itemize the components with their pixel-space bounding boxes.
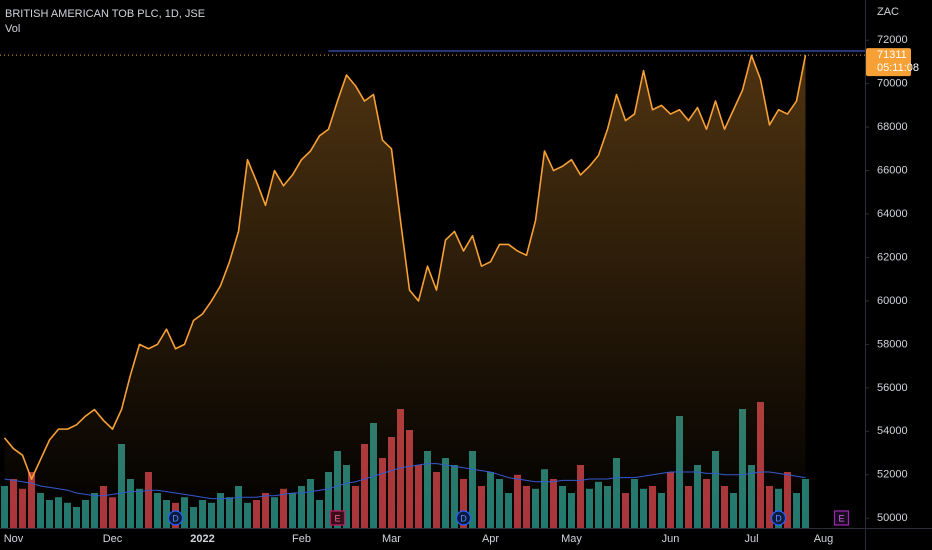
volume-label: Vol bbox=[5, 23, 20, 35]
x-tick-label: Feb bbox=[292, 533, 311, 545]
y-tick-label: 66000 bbox=[877, 164, 908, 176]
x-tick-label: Nov bbox=[4, 533, 24, 545]
earnings-marker bbox=[833, 510, 850, 526]
dividend-marker bbox=[455, 510, 472, 526]
y-tick-label: 58000 bbox=[877, 338, 908, 350]
plot bbox=[1, 54, 809, 528]
y-tick-label: 68000 bbox=[877, 121, 908, 133]
last-price-label: 71311 bbox=[877, 49, 907, 61]
y-tick-label: 54000 bbox=[877, 425, 908, 437]
last-price-box bbox=[866, 48, 911, 77]
x-tick-label: 2022 bbox=[190, 533, 214, 545]
x-tick-label: Dec bbox=[103, 533, 123, 545]
earnings-marker bbox=[329, 510, 346, 526]
y-tick-label: 72000 bbox=[877, 34, 908, 46]
y-tick-label: 64000 bbox=[877, 208, 908, 220]
y-tick-label: 56000 bbox=[877, 382, 908, 394]
y-tick-label: 62000 bbox=[877, 251, 908, 263]
x-tick-label: Aug bbox=[814, 533, 834, 545]
chart-title: BRITISH AMERICAN TOB PLC, 1D, JSE bbox=[5, 8, 205, 20]
price-line bbox=[3, 54, 807, 480]
event-label: D bbox=[775, 513, 782, 523]
x-tick-label: May bbox=[561, 533, 582, 545]
x-tick-label: Jun bbox=[662, 533, 680, 545]
dividend-marker bbox=[167, 510, 184, 526]
event-label: E bbox=[838, 513, 844, 523]
countdown-label: 05:11:08 bbox=[877, 62, 919, 74]
y-tick-label: 52000 bbox=[877, 469, 908, 481]
x-tick-label: Mar bbox=[382, 533, 401, 545]
price-area bbox=[4, 55, 806, 528]
y-tick-label: 70000 bbox=[877, 78, 908, 90]
y-tick-label: 60000 bbox=[877, 295, 908, 307]
event-label: E bbox=[334, 513, 340, 523]
x-tick-label: Apr bbox=[482, 533, 499, 545]
event-label: D bbox=[172, 513, 179, 523]
x-tick-label: Jul bbox=[744, 533, 758, 545]
currency-label: ZAC bbox=[877, 6, 899, 18]
dividend-marker bbox=[770, 510, 787, 526]
event-label: D bbox=[460, 513, 467, 523]
y-tick-label: 50000 bbox=[877, 512, 908, 524]
